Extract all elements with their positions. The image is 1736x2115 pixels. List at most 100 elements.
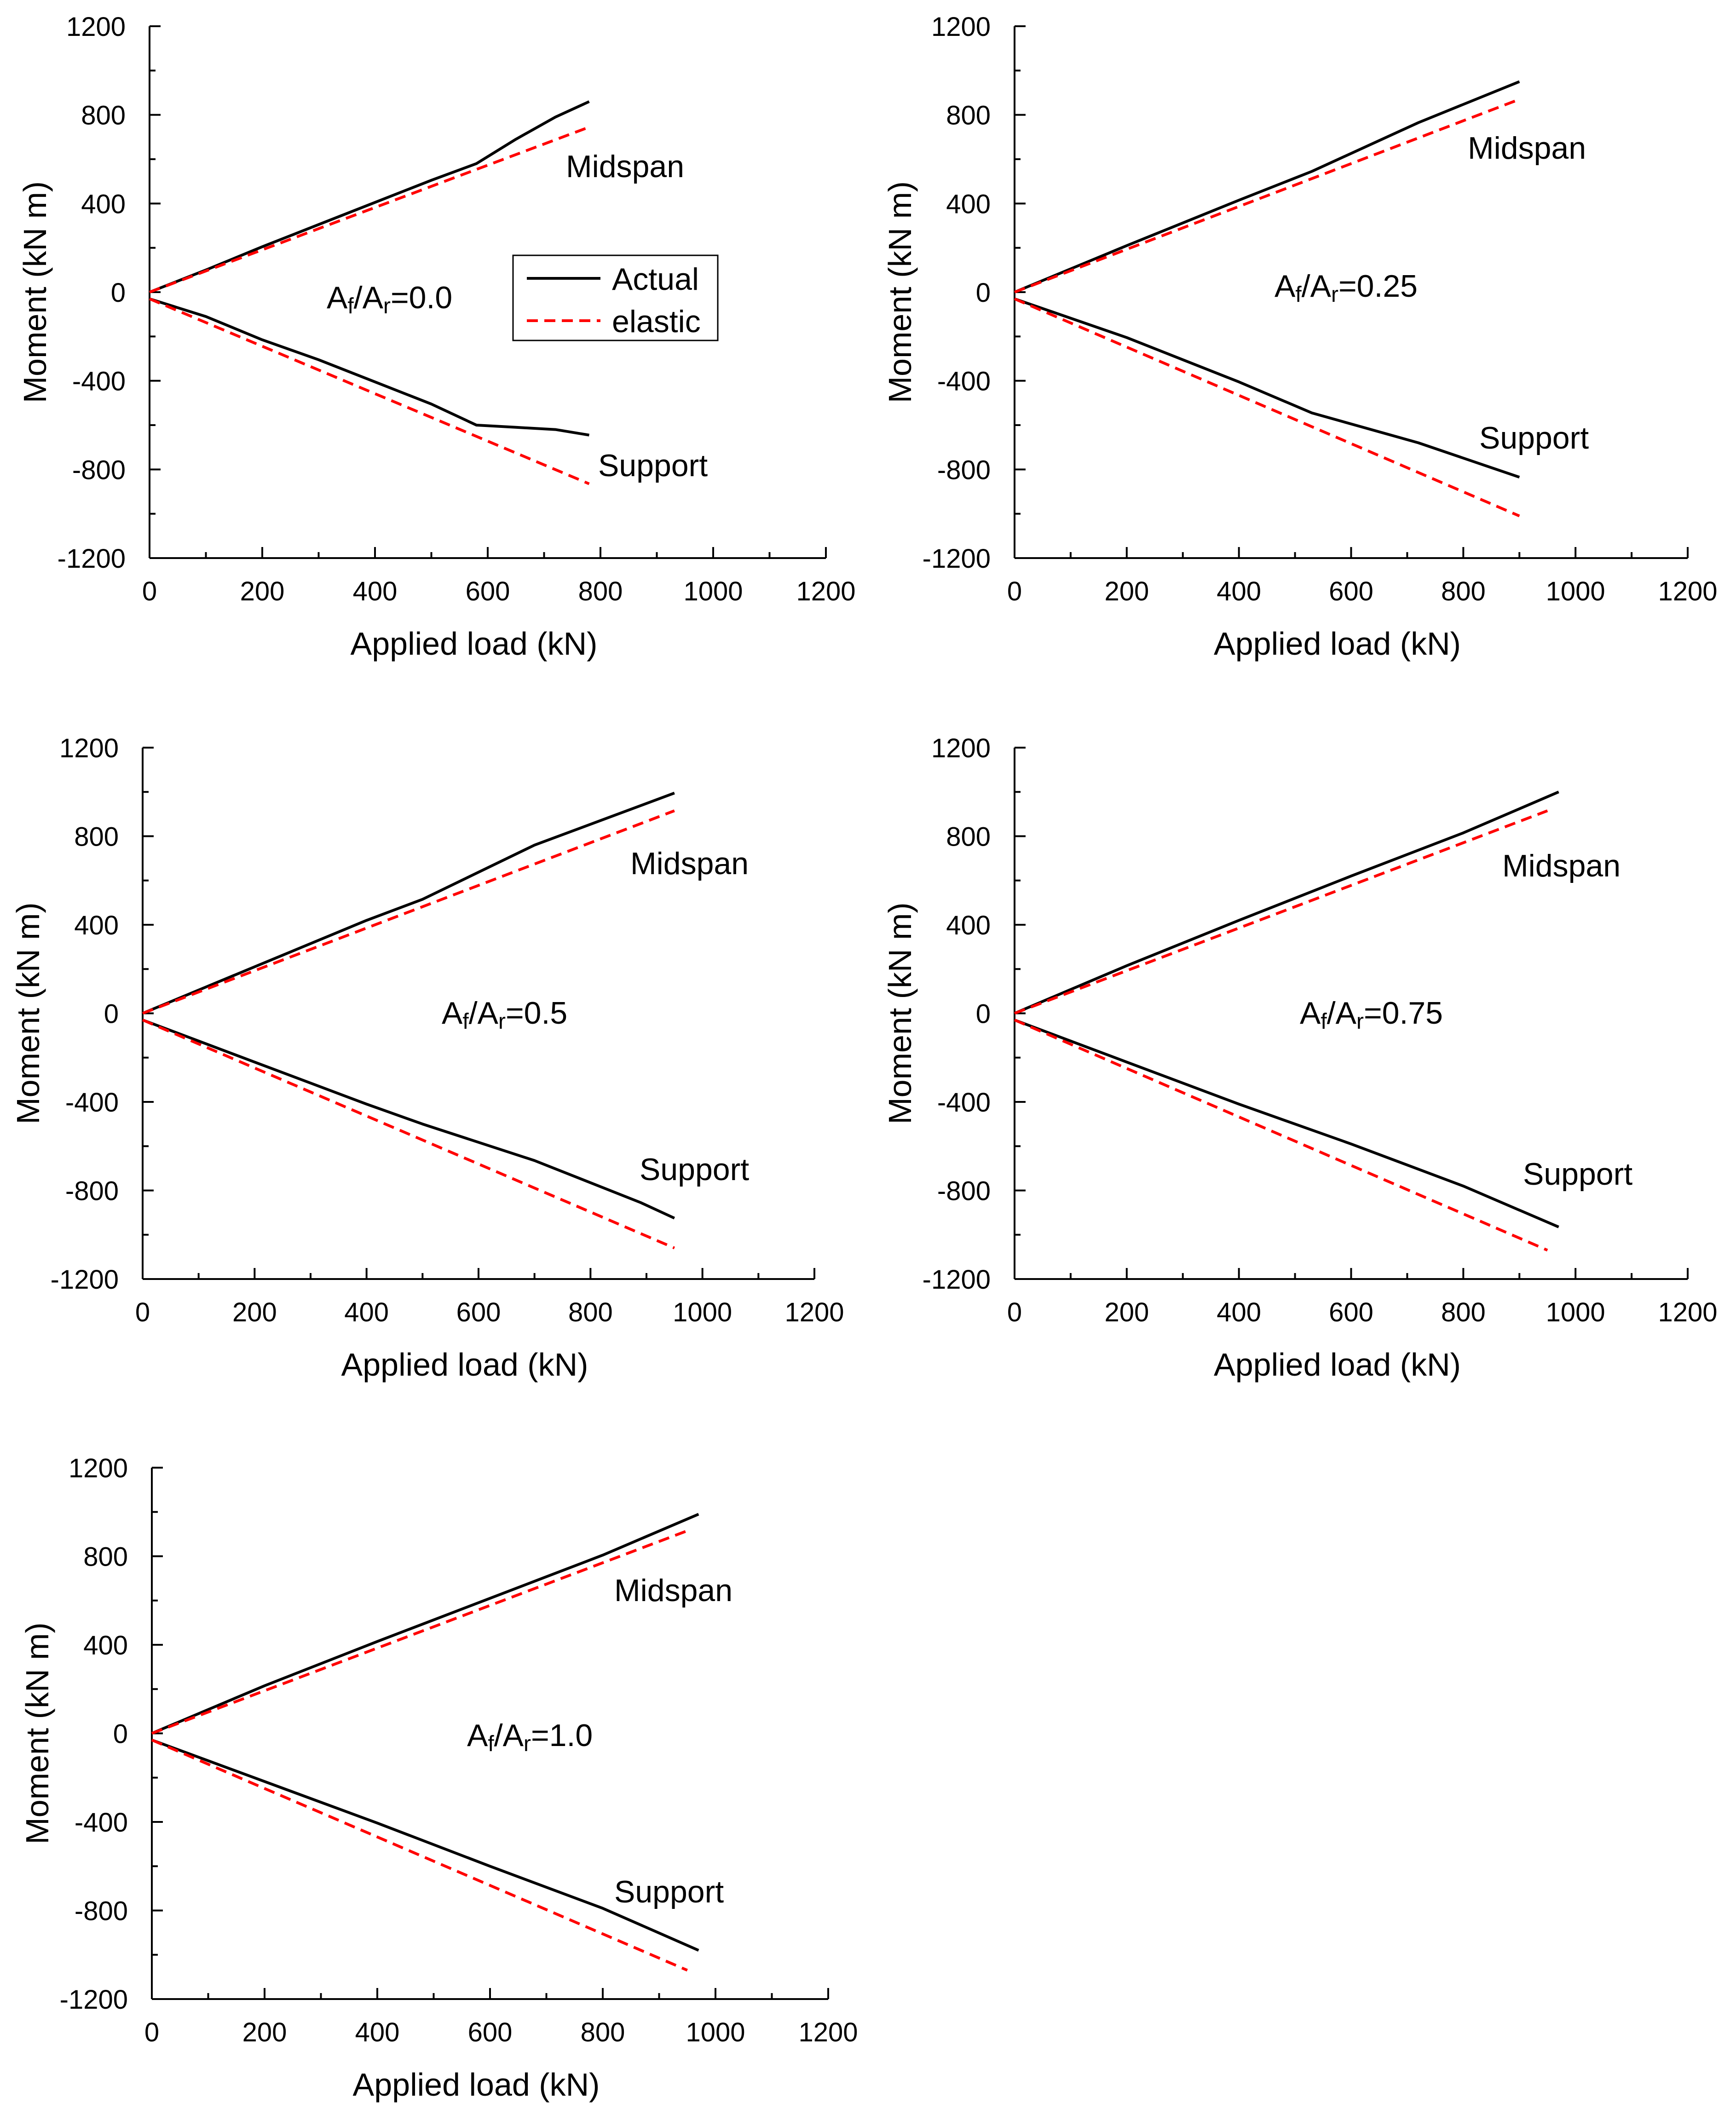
support-label: Support <box>1523 1157 1632 1192</box>
y-axis-title: Moment (kN m) <box>882 902 918 1124</box>
x-tick-label: 200 <box>1104 1297 1149 1327</box>
x-tick-label: 400 <box>1217 576 1261 606</box>
x-tick-label: 200 <box>242 2017 287 2047</box>
y-axis-title: Moment (kN m) <box>19 1622 55 1844</box>
y-tick-label: 400 <box>946 189 991 219</box>
x-tick-label: 800 <box>568 1297 613 1327</box>
midspan-label: Midspan <box>566 149 684 184</box>
elastic-midspan-line <box>1014 98 1520 294</box>
x-tick-label: 0 <box>135 1297 150 1327</box>
elastic-support-line <box>1014 297 1520 518</box>
x-tick-label: 0 <box>142 576 157 606</box>
chart-panel-af-ar-0-0: Af/Ar=0.0 Midspan Support Actual elastic… <box>17 12 856 662</box>
y-tick-label: 0 <box>976 999 991 1029</box>
y-tick-label: -400 <box>72 367 126 397</box>
y-tick-label: -1200 <box>58 544 126 574</box>
support-label: Support <box>598 448 708 483</box>
ratio-label: Af/Ar=0.75 <box>1300 996 1443 1034</box>
actual-midspan-line <box>151 1513 699 1735</box>
y-tick-label: -800 <box>937 455 991 485</box>
x-tick-label: 200 <box>232 1297 277 1327</box>
y-tick-label: 0 <box>113 1719 128 1749</box>
x-tick-label: 1200 <box>1658 576 1717 606</box>
ratio-label: Af/Ar=0.25 <box>1275 269 1418 307</box>
y-axis-title: Moment (kN m) <box>10 902 46 1124</box>
x-tick-label: 1200 <box>784 1297 844 1327</box>
x-tick-label: 400 <box>1217 1297 1261 1327</box>
y-tick-label: -400 <box>75 1808 128 1838</box>
y-tick-label: -1200 <box>923 544 991 574</box>
support-label: Support <box>640 1152 749 1187</box>
x-tick-label: 200 <box>1104 576 1149 606</box>
x-tick-label: 800 <box>1441 576 1486 606</box>
x-tick-label: 1000 <box>686 2017 745 2047</box>
y-tick-label: 400 <box>83 1631 128 1660</box>
x-tick-label: 1200 <box>798 2017 858 2047</box>
y-tick-label: 1200 <box>931 12 991 42</box>
x-tick-label: 800 <box>578 576 623 606</box>
actual-support-line <box>1014 297 1520 479</box>
x-tick-label: 400 <box>353 576 398 606</box>
y-tick-label: 400 <box>946 911 991 940</box>
x-tick-label: 600 <box>468 2017 513 2047</box>
elastic-midspan-line <box>149 126 590 294</box>
x-tick-label: 1000 <box>673 1297 732 1327</box>
ratio-label: Af/Ar=0.5 <box>442 996 567 1034</box>
x-axis-title: Applied load (kN) <box>351 626 598 662</box>
x-tick-label: 0 <box>1007 1297 1022 1327</box>
support-label: Support <box>614 1874 724 1909</box>
y-tick-label: -400 <box>65 1088 119 1118</box>
x-tick-label: 800 <box>581 2017 625 2047</box>
chart-panel-af-ar-0-25: Af/Ar=0.25 Midspan Support 0 200 400 600 800… <box>882 12 1718 662</box>
y-tick-label: 1200 <box>69 1453 128 1483</box>
midspan-label: Midspan <box>1468 131 1586 166</box>
y-tick-label: -800 <box>65 1176 119 1206</box>
ratio-label: Af/Ar=0.0 <box>327 280 452 318</box>
chart-panel-af-ar-0-5: Af/Ar=0.5 Midspan Support 0 200 400 600 800 1… <box>10 733 844 1383</box>
y-tick-label: 0 <box>104 999 119 1029</box>
y-tick-label: 800 <box>83 1542 128 1572</box>
x-tick-label: 800 <box>1441 1297 1486 1327</box>
actual-midspan-line <box>1014 80 1520 294</box>
x-axis-title: Applied load (kN) <box>341 1347 588 1383</box>
legend-actual-label: Actual <box>612 262 699 297</box>
elastic-midspan-line <box>1014 809 1548 1015</box>
elastic-support-line <box>151 1739 688 1972</box>
x-tick-label: 200 <box>240 576 285 606</box>
y-tick-label: 800 <box>81 101 126 131</box>
y-tick-label: -1200 <box>60 1985 128 2015</box>
chart-panel-af-ar-0-75: Af/Ar=0.75 Midspan Support 0 200 400 600 800… <box>882 733 1718 1383</box>
legend: Actual elastic <box>512 254 719 341</box>
y-tick-label: 800 <box>74 822 119 852</box>
midspan-label: Midspan <box>614 1573 732 1608</box>
x-tick-label: 600 <box>1329 1297 1373 1327</box>
y-tick-label: 800 <box>946 822 991 852</box>
x-tick-label: 600 <box>456 1297 501 1327</box>
y-tick-label: 1200 <box>66 12 126 42</box>
x-tick-label: 600 <box>466 576 510 606</box>
y-tick-label: 0 <box>111 278 126 308</box>
y-tick-label: 400 <box>74 911 119 940</box>
elastic-midspan-line <box>142 809 675 1015</box>
x-axis-title: Applied load (kN) <box>1214 1347 1461 1383</box>
elastic-midspan-line <box>151 1529 688 1735</box>
x-axis-title: Applied load (kN) <box>1214 626 1461 662</box>
x-tick-label: 0 <box>1007 576 1022 606</box>
y-tick-label: 1200 <box>931 733 991 763</box>
legend-box <box>512 254 719 341</box>
x-tick-label: 1000 <box>683 576 743 606</box>
y-tick-label: -800 <box>937 1176 991 1206</box>
actual-midspan-line <box>142 791 675 1015</box>
x-tick-label: 400 <box>355 2017 400 2047</box>
x-tick-label: 1200 <box>796 576 855 606</box>
y-tick-label: 0 <box>976 278 991 308</box>
elastic-support-line <box>142 1019 675 1250</box>
midspan-label: Midspan <box>1502 848 1621 883</box>
y-tick-label: -1200 <box>923 1265 991 1295</box>
elastic-support-line <box>149 297 590 485</box>
legend-elastic-label: elastic <box>612 304 701 339</box>
y-tick-label: 400 <box>81 189 126 219</box>
y-tick-label: -400 <box>937 1088 991 1118</box>
y-tick-label: 800 <box>946 101 991 131</box>
